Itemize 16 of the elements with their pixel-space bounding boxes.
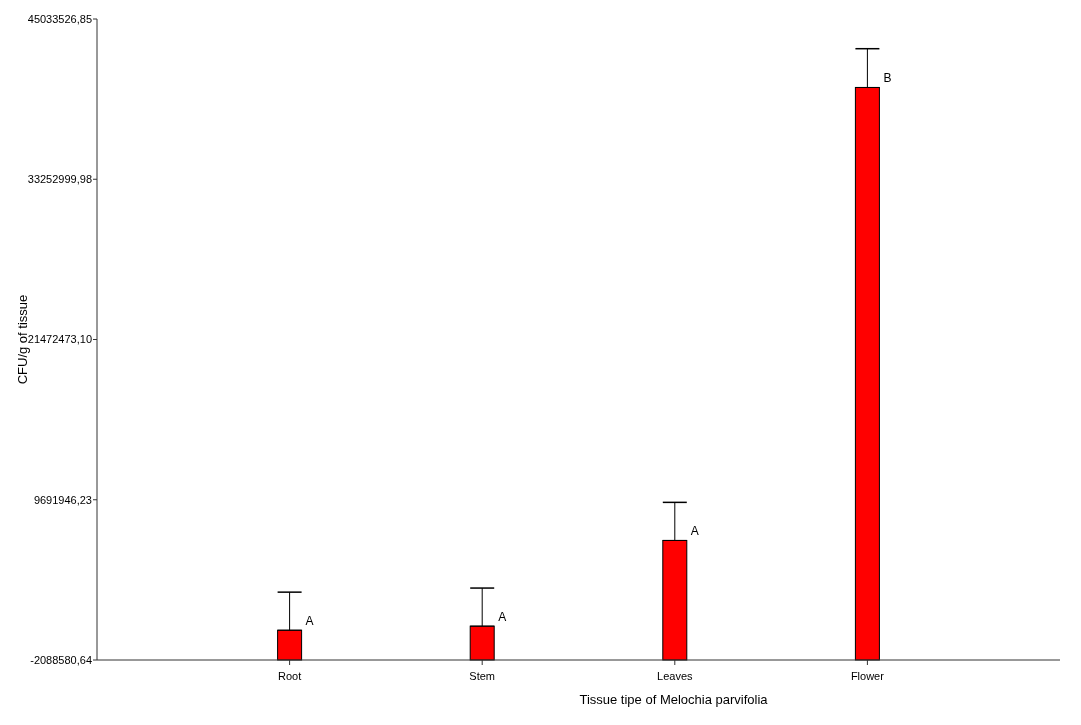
- x-tick-label: Stem: [469, 670, 496, 682]
- bar: [469, 625, 495, 661]
- y-tick-label: -2088580,64: [30, 653, 92, 666]
- annotation: A: [690, 524, 699, 539]
- y-tick-label: 45033526,85: [27, 12, 92, 25]
- x-axis-title: Tissue tipe of Melochia parvifolia: [579, 692, 769, 707]
- y-tick-label: 33252999,98: [27, 173, 92, 186]
- y-axis-title: CFU/g of tissue: [15, 294, 30, 385]
- x-tick-label: Leaves: [657, 670, 694, 682]
- x-tick-label: Root: [277, 670, 302, 682]
- annotation: A: [498, 610, 507, 625]
- x-tick-label: Flower: [850, 670, 885, 682]
- y-tick-label: 9691946,23: [33, 493, 92, 506]
- annotation: A: [305, 614, 314, 629]
- y-tick-label: 21472473,10: [27, 333, 92, 346]
- annotation: B: [883, 71, 892, 86]
